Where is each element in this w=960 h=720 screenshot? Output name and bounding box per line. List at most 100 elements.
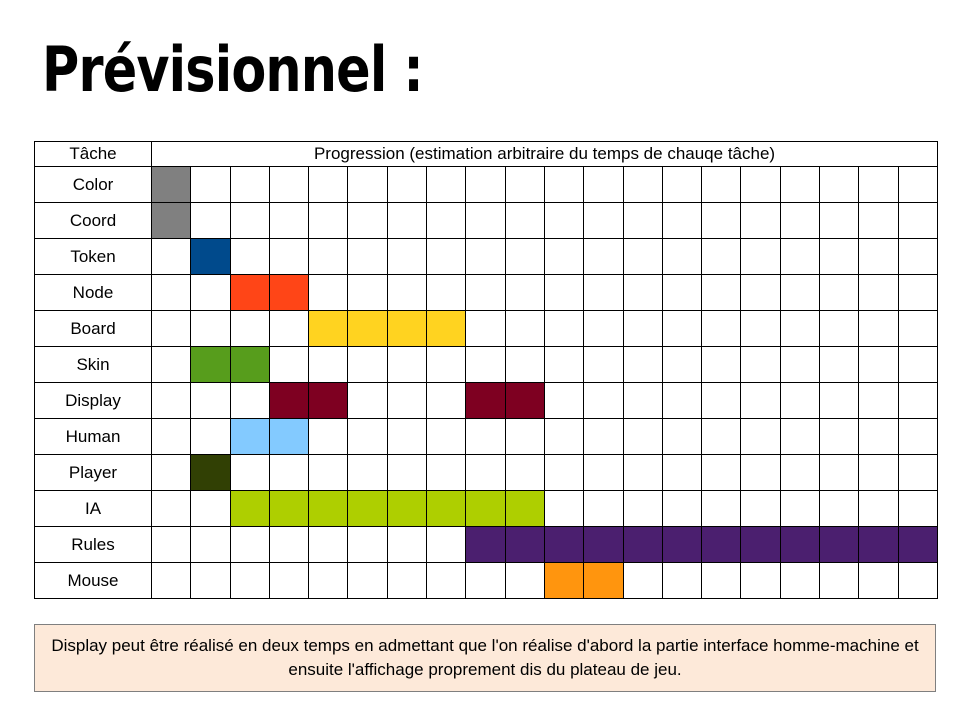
table-row: Color (34, 166, 939, 203)
gantt-empty-cell (819, 238, 860, 275)
gantt-empty-cell (543, 490, 585, 527)
gantt-empty-cell (661, 562, 703, 599)
gantt-empty-cell (779, 490, 821, 527)
gantt-empty-cell (308, 346, 349, 383)
gantt-bar-cell (190, 346, 231, 383)
task-name: Display (34, 382, 152, 419)
gantt-empty-cell (740, 310, 781, 347)
gantt-empty-cell (701, 454, 742, 491)
gantt-empty-cell (701, 562, 742, 599)
gantt-empty-cell (897, 382, 939, 419)
gantt-bar-cell (229, 490, 270, 527)
gantt-empty-cell (583, 418, 624, 455)
gantt-empty-cell (897, 310, 939, 347)
gantt-empty-cell (779, 310, 821, 347)
gantt-empty-cell (268, 562, 310, 599)
gantt-empty-cell (347, 166, 388, 203)
gantt-empty-cell (543, 310, 585, 347)
gantt-empty-cell (858, 238, 899, 275)
gantt-empty-cell (779, 274, 821, 311)
gantt-bar-cell (268, 382, 310, 419)
table-row: Human (34, 418, 939, 455)
gantt-empty-cell (897, 418, 939, 455)
gantt-empty-cell (819, 310, 860, 347)
gantt-bar-cell (779, 526, 821, 563)
gantt-empty-cell (150, 490, 192, 527)
gantt-empty-cell (150, 562, 192, 599)
gantt-empty-cell (897, 490, 939, 527)
gantt-empty-cell (740, 562, 781, 599)
gantt-bar-cell (504, 382, 545, 419)
gantt-bar-cell (308, 382, 349, 419)
progress-column-header: Progression (estimation arbitraire du te… (151, 141, 938, 167)
task-name: IA (34, 490, 152, 527)
gantt-empty-cell (543, 238, 585, 275)
gantt-empty-cell (661, 310, 703, 347)
gantt-bar-cell (661, 526, 703, 563)
gantt-empty-cell (347, 562, 388, 599)
gantt-empty-cell (150, 526, 192, 563)
gantt-empty-cell (661, 202, 703, 239)
gantt-empty-cell (308, 166, 349, 203)
gantt-empty-cell (308, 562, 349, 599)
gantt-empty-cell (622, 166, 663, 203)
gantt-empty-cell (190, 166, 231, 203)
gantt-empty-cell (740, 454, 781, 491)
gantt-bar-cell (190, 454, 231, 491)
gantt-empty-cell (504, 166, 545, 203)
task-name: Mouse (34, 562, 152, 599)
gantt-empty-cell (347, 346, 388, 383)
gantt-empty-cell (819, 202, 860, 239)
gantt-empty-cell (622, 454, 663, 491)
gantt-empty-cell (386, 562, 428, 599)
gantt-empty-cell (229, 562, 270, 599)
gantt-empty-cell (150, 238, 192, 275)
gantt-empty-cell (661, 454, 703, 491)
gantt-empty-cell (858, 274, 899, 311)
gantt-empty-cell (426, 526, 467, 563)
gantt-empty-cell (504, 418, 545, 455)
gantt-empty-cell (229, 202, 270, 239)
gantt-empty-cell (543, 454, 585, 491)
gantt-empty-cell (779, 238, 821, 275)
gantt-empty-cell (543, 382, 585, 419)
gantt-bar-cell (150, 166, 192, 203)
task-name: Board (34, 310, 152, 347)
gantt-empty-cell (386, 238, 428, 275)
gantt-empty-cell (819, 274, 860, 311)
gantt-empty-cell (819, 454, 860, 491)
gantt-bar-cell (229, 418, 270, 455)
gantt-empty-cell (583, 382, 624, 419)
gantt-empty-cell (426, 166, 467, 203)
task-name: Color (34, 166, 152, 203)
gantt-bar-cell (386, 490, 428, 527)
gantt-empty-cell (347, 202, 388, 239)
gantt-empty-cell (465, 274, 506, 311)
gantt-bar-cell (268, 490, 310, 527)
gantt-empty-cell (426, 202, 467, 239)
table-row: Rules (34, 526, 939, 563)
gantt-empty-cell (740, 202, 781, 239)
gantt-empty-cell (740, 346, 781, 383)
gantt-bar-cell (268, 274, 310, 311)
gantt-empty-cell (268, 310, 310, 347)
gantt-empty-cell (386, 526, 428, 563)
gantt-empty-cell (386, 166, 428, 203)
gantt-empty-cell (701, 166, 742, 203)
gantt-empty-cell (740, 274, 781, 311)
gantt-empty-cell (897, 562, 939, 599)
gantt-bar-cell (426, 310, 467, 347)
gantt-empty-cell (504, 346, 545, 383)
gantt-bar-cell (308, 490, 349, 527)
gantt-empty-cell (779, 346, 821, 383)
gantt-empty-cell (622, 202, 663, 239)
gantt-empty-cell (543, 202, 585, 239)
gantt-empty-cell (661, 490, 703, 527)
task-column-header: Tâche (34, 141, 152, 167)
gantt-empty-cell (229, 526, 270, 563)
gantt-bar-cell (504, 526, 545, 563)
note-box: Display peut être réalisé en deux temps … (34, 624, 936, 692)
gantt-empty-cell (779, 202, 821, 239)
gantt-empty-cell (308, 238, 349, 275)
gantt-empty-cell (740, 382, 781, 419)
